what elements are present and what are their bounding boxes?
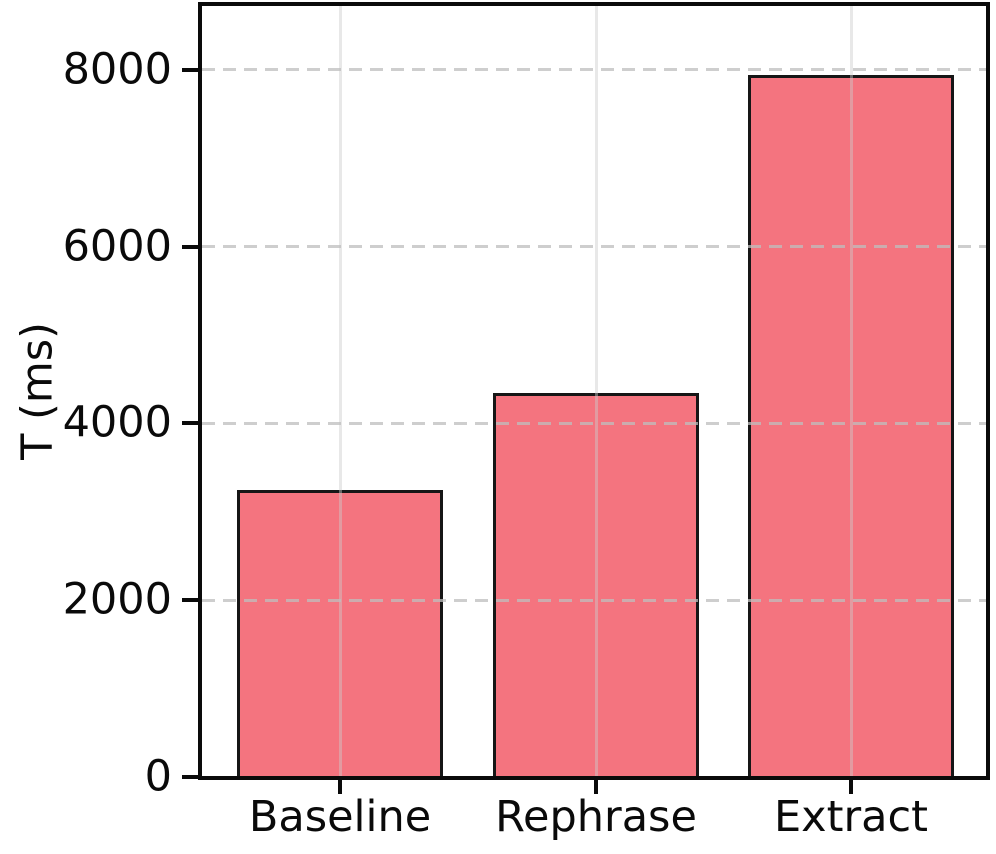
- x-tick-baseline: [338, 779, 342, 794]
- y-axis-label: T (ms): [12, 322, 63, 460]
- h-gridline-4000: [202, 421, 988, 425]
- y-tick-6000: [182, 244, 198, 249]
- x-tick-label-rephrase: Rephrase: [495, 792, 697, 842]
- v-gridline-baseline: [338, 6, 342, 777]
- y-tick-4000: [182, 421, 198, 426]
- x-tick-label-baseline: Baseline: [248, 792, 432, 842]
- v-gridline-rephrase: [594, 6, 598, 777]
- y-tick-label-2000: 2000: [62, 574, 172, 625]
- v-gridline-extract: [849, 6, 853, 777]
- h-gridline-6000: [202, 245, 988, 249]
- y-tick-label-8000: 8000: [62, 44, 172, 95]
- y-tick-2000: [182, 598, 198, 603]
- y-tick-0: [182, 775, 198, 779]
- y-tick-label-6000: 6000: [62, 221, 172, 272]
- y-tick-label-4000: 4000: [62, 397, 172, 448]
- y-tick-label-0: 0: [144, 751, 172, 802]
- h-gridline-8000: [202, 68, 988, 72]
- x-tick-extract: [849, 779, 853, 794]
- h-gridline-2000: [202, 598, 988, 602]
- x-tick-label-extract: Extract: [773, 792, 929, 842]
- y-tick-8000: [182, 67, 198, 72]
- bar-rephrase: [493, 393, 699, 779]
- bar-baseline: [237, 489, 443, 779]
- x-tick-rephrase: [594, 779, 598, 794]
